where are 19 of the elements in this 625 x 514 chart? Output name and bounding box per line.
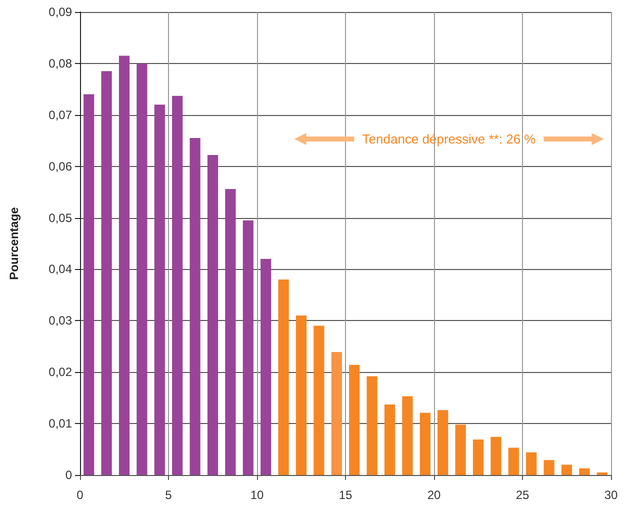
annotation: Tendance dépressive **: 26 % [362,132,536,146]
x-tick-label: 10 [250,488,264,502]
y-tick-label: 0 [65,468,72,482]
y-axis-title: Pourcentage [7,206,21,280]
y-tick-label: 0,04 [48,262,72,276]
x-tick-label: 5 [165,488,172,502]
y-tick-label: 0,08 [48,56,72,70]
y-tick-label: 0,02 [48,365,72,380]
y-tick-label: 0,05 [48,210,72,225]
y-tick-label: 0,03 [48,314,72,328]
x-tick-label: 15 [338,488,352,502]
x-tick-label: 0 [76,488,84,502]
y-tick-label: 0,09 [48,5,72,19]
y-tick-label: 0,06 [48,159,72,174]
y-tick-label: 0,01 [48,416,72,431]
x-tick-label: 20 [427,488,441,502]
y-tick-label: 0,07 [48,108,72,122]
x-tick-label: 30 [604,488,618,502]
x-tick-label: 25 [516,488,530,502]
